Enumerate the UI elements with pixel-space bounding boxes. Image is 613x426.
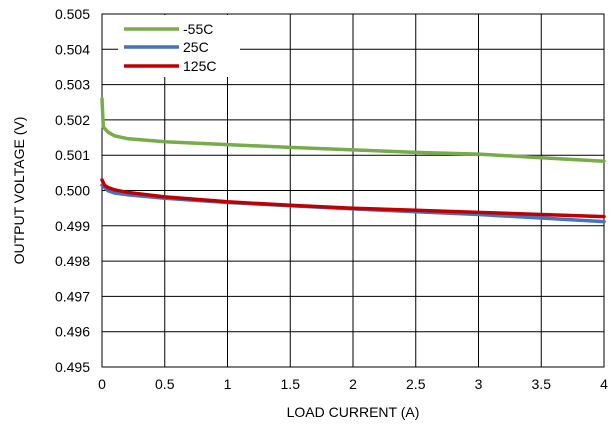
x-tick-label: 1 [224, 376, 232, 392]
series-line-0 [100, 96, 606, 163]
x-tick-label: 2.5 [406, 376, 426, 392]
x-tick-labels: 0 0.5 1 1.5 2 2.5 3 3.5 4 [98, 376, 608, 392]
plot-frame [101, 13, 605, 368]
x-tick-label: 1.5 [281, 376, 301, 392]
y-tick-label: 0.500 [55, 183, 90, 199]
y-tick-labels: 0.495 0.496 0.497 0.498 0.499 0.500 0.501 0.502… [55, 6, 90, 375]
legend-label: 25C [183, 39, 209, 55]
y-tick-label: 0.496 [55, 324, 90, 340]
y-tick-label: 0.504 [55, 41, 90, 57]
y-tick-label: 0.505 [55, 6, 90, 22]
y-tick-label: 0.503 [55, 77, 90, 93]
y-tick-label: 0.499 [55, 218, 90, 234]
x-tick-label: 3.5 [532, 376, 552, 392]
y-tick-label: 0.501 [55, 147, 90, 163]
x-axis-title: LOAD CURRENT (A) [287, 404, 420, 420]
grid-lines [101, 13, 605, 368]
y-tick-label: 0.502 [55, 112, 90, 128]
x-tick-label: 0.5 [155, 376, 175, 392]
y-tick-label: 0.497 [55, 288, 90, 304]
x-tick-label: 4 [600, 376, 608, 392]
legend: -55C 25C 125C [118, 15, 240, 77]
x-tick-label: 0 [98, 376, 106, 392]
x-tick-label: 3 [475, 376, 483, 392]
series-layer [100, 96, 606, 224]
x-tick-label: 2 [349, 376, 357, 392]
legend-label: 125C [183, 58, 216, 74]
y-axis-title: OUTPUT VOLTAGE (V) [11, 117, 27, 265]
legend-label: -55C [183, 21, 213, 37]
series-line-2 [100, 178, 606, 219]
y-tick-label: 0.498 [55, 253, 90, 269]
y-tick-label: 0.495 [55, 359, 90, 375]
